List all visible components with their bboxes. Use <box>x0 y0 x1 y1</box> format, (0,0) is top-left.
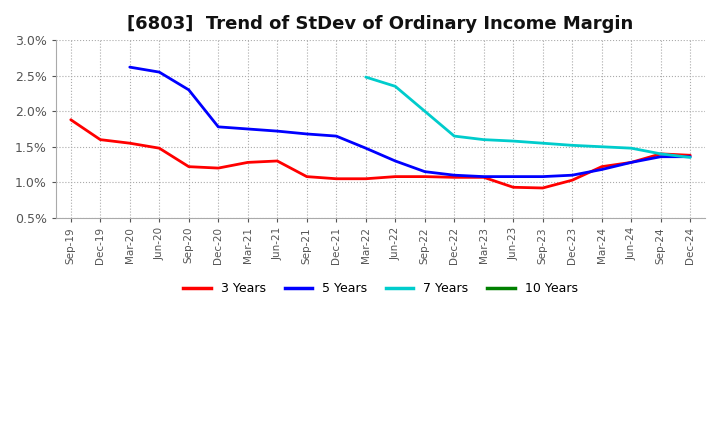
Title: [6803]  Trend of StDev of Ordinary Income Margin: [6803] Trend of StDev of Ordinary Income… <box>127 15 634 33</box>
3 Years <box>243 160 252 165</box>
3 Years <box>391 174 400 179</box>
5 Years <box>155 70 163 75</box>
7 Years <box>361 74 370 80</box>
3 Years <box>302 174 311 179</box>
7 Years <box>657 151 665 157</box>
5 Years <box>568 172 577 178</box>
3 Years <box>125 140 134 146</box>
3 Years <box>361 176 370 181</box>
3 Years <box>598 164 606 169</box>
7 Years <box>480 137 488 142</box>
7 Years <box>450 133 459 139</box>
7 Years <box>391 84 400 89</box>
7 Years <box>598 144 606 150</box>
3 Years <box>686 153 695 158</box>
5 Years <box>539 174 547 179</box>
3 Years <box>273 158 282 164</box>
5 Years <box>480 174 488 179</box>
5 Years <box>509 174 518 179</box>
5 Years <box>627 160 636 165</box>
5 Years <box>361 146 370 151</box>
5 Years <box>302 131 311 136</box>
7 Years <box>509 139 518 144</box>
7 Years <box>539 140 547 146</box>
3 Years <box>480 175 488 180</box>
5 Years <box>420 169 429 174</box>
5 Years <box>657 154 665 159</box>
5 Years <box>125 65 134 70</box>
5 Years <box>598 167 606 172</box>
3 Years <box>66 117 75 122</box>
5 Years <box>686 154 695 159</box>
5 Years <box>214 124 222 129</box>
3 Years <box>450 175 459 180</box>
3 Years <box>627 160 636 165</box>
7 Years <box>420 109 429 114</box>
7 Years <box>627 146 636 151</box>
3 Years <box>539 185 547 191</box>
7 Years <box>568 143 577 148</box>
Line: 5 Years: 5 Years <box>130 67 690 176</box>
Line: 3 Years: 3 Years <box>71 120 690 188</box>
5 Years <box>391 158 400 164</box>
3 Years <box>509 185 518 190</box>
5 Years <box>243 126 252 132</box>
3 Years <box>184 164 193 169</box>
Legend: 3 Years, 5 Years, 7 Years, 10 Years: 3 Years, 5 Years, 7 Years, 10 Years <box>179 278 582 301</box>
5 Years <box>332 133 341 139</box>
3 Years <box>332 176 341 181</box>
5 Years <box>450 172 459 178</box>
3 Years <box>657 151 665 157</box>
5 Years <box>184 87 193 92</box>
Line: 7 Years: 7 Years <box>366 77 690 158</box>
3 Years <box>568 177 577 183</box>
5 Years <box>273 128 282 134</box>
3 Years <box>420 174 429 179</box>
3 Years <box>155 146 163 151</box>
3 Years <box>214 165 222 171</box>
7 Years <box>686 155 695 160</box>
3 Years <box>96 137 104 142</box>
